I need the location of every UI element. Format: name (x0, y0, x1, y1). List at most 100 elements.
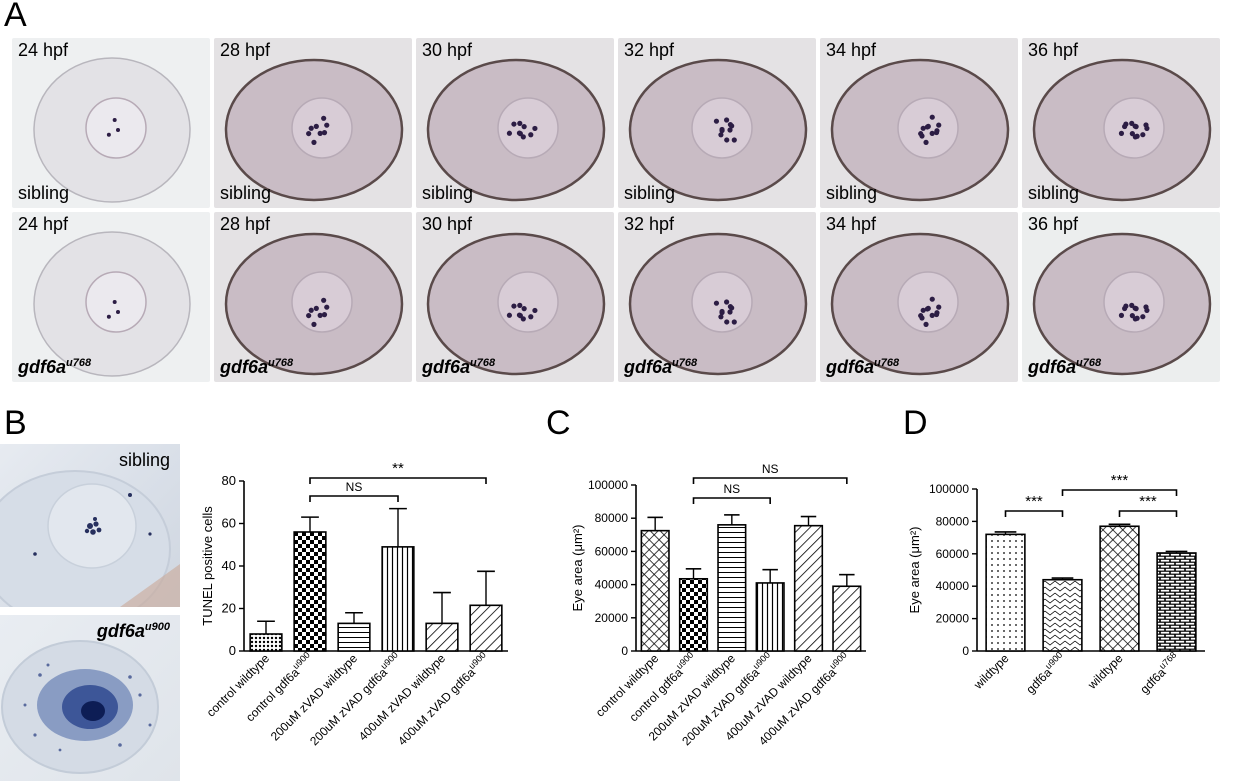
category-label: gdf6au900 (1022, 650, 1069, 697)
panel-d-letter: D (903, 404, 928, 442)
bar (793, 524, 824, 652)
category-label-superscript: u900 (291, 650, 312, 671)
stage-label: 32 hpf (624, 40, 675, 60)
stage-label: 28 hpf (220, 214, 271, 234)
y-tick-label: 40000 (595, 578, 629, 592)
embryo-eye-image: 30 hpf sibling (416, 38, 614, 208)
mutant-eye-illustration (1, 640, 159, 774)
photo-label-mutant: gdf6au900 (96, 621, 170, 641)
genotype-label: gdf6au768 (422, 357, 496, 377)
category-label: 200uM zVAD wildtype (268, 651, 361, 744)
category-label: wildtype (1084, 651, 1125, 692)
genotype-label: sibling (18, 183, 70, 203)
panel-c-letter: C (546, 404, 571, 442)
bar (249, 633, 283, 652)
category-label-superscript: u900 (674, 650, 695, 671)
eye-illustration (830, 232, 1010, 376)
bar (1156, 552, 1197, 652)
category-label-superscript: u900 (379, 650, 400, 671)
genotype-label: sibling (624, 183, 676, 203)
eye-illustration (628, 58, 808, 202)
eye-illustration (224, 232, 404, 376)
significance-bracket (309, 495, 399, 502)
embryo-eye-image: 28 hpf gdf6au768 (214, 212, 412, 382)
genotype-label: gdf6au768 (826, 357, 900, 377)
significance-label: *** (1111, 472, 1129, 489)
embryo-eye-image: 28 hpf sibling (214, 38, 412, 208)
significance-label: *** (1025, 493, 1043, 510)
bar (717, 524, 747, 652)
stage-label: 24 hpf (18, 40, 69, 60)
significance-label: NS (723, 482, 740, 496)
embryo-eye-image: 24 hpf gdf6au768 (12, 212, 210, 382)
y-tick-label: 100000 (588, 478, 628, 492)
embryo-eye-image: 32 hpf sibling (618, 38, 816, 208)
significance-label: ** (392, 460, 404, 477)
category-label-superscript: u900 (751, 650, 772, 671)
genotype-label: sibling (1028, 183, 1080, 203)
stage-label: 36 hpf (1028, 214, 1079, 234)
genotype-label: gdf6au768 (220, 357, 294, 377)
bar (381, 546, 415, 652)
eye-illustration (224, 58, 404, 202)
significance-label: NS (762, 462, 779, 476)
significance-bracket (1004, 510, 1064, 517)
significance-label: *** (1139, 493, 1157, 510)
eye-illustration (33, 57, 191, 203)
genotype-label: sibling (422, 183, 474, 203)
bar (1042, 578, 1083, 652)
y-tick-label: 60000 (936, 547, 970, 561)
eye-illustration (426, 58, 606, 202)
bar (425, 622, 459, 652)
eye-illustration (426, 232, 606, 376)
eye-illustration (830, 58, 1010, 202)
bar (337, 622, 371, 652)
stage-label: 36 hpf (1028, 40, 1079, 60)
y-axis-label: Eye area (μm²) (570, 525, 585, 612)
tunel-photo-sibling: sibling (0, 444, 180, 607)
embryo-eye-image: 32 hpf gdf6au768 (618, 212, 816, 382)
embryo-eye-image: 34 hpf sibling (820, 38, 1018, 208)
chart-d-eye-area: 0 20000 40000 60000 80000 100000 Eye area (μm²… (907, 472, 1205, 697)
stage-label: 28 hpf (220, 40, 271, 60)
y-axis-label: Eye area (μm²) (907, 527, 922, 614)
significance-bracket (692, 477, 848, 484)
genotype-label: gdf6au768 (1028, 357, 1102, 377)
category-label: gdf6au768 (1136, 650, 1183, 697)
embryo-eye-image: 24 hpf sibling (12, 38, 210, 208)
genotype-label: gdf6au768 (18, 357, 92, 377)
sibling-eye-illustration (0, 470, 180, 607)
y-tick-label: 0 (229, 643, 236, 658)
category-label-superscript: u900 (1043, 650, 1064, 671)
bar (469, 604, 503, 652)
y-tick-label: 0 (962, 644, 969, 658)
significance-bracket (1118, 510, 1178, 517)
tunel-photo-mutant: gdf6au900 (0, 615, 180, 781)
category-label: wildtype (970, 651, 1011, 692)
y-tick-label: 60000 (595, 544, 629, 558)
y-tick-label: 0 (621, 644, 628, 658)
bar (755, 582, 785, 652)
y-tick-label: 20000 (595, 611, 629, 625)
significance-bracket (1061, 489, 1178, 496)
y-tick-label: 80000 (595, 511, 629, 525)
category-label-superscript: u900 (467, 650, 488, 671)
embryo-eye-image: 36 hpf sibling (1022, 38, 1220, 208)
eye-illustration (1032, 232, 1212, 376)
stage-label: 30 hpf (422, 40, 473, 60)
photo-label-sibling: sibling (118, 450, 170, 470)
panel-a-letter: A (4, 0, 27, 34)
genotype-label: gdf6au768 (624, 357, 698, 377)
embryo-eye-image: 36 hpf gdf6au768 (1022, 212, 1220, 382)
bar (678, 577, 709, 652)
stage-label: 34 hpf (826, 40, 877, 60)
bar (640, 529, 670, 652)
eye-illustration (628, 232, 808, 376)
y-tick-label: 40000 (936, 579, 970, 593)
stage-label: 24 hpf (18, 214, 69, 234)
y-tick-label: 60 (222, 516, 236, 531)
chart-c-eye-area: 0 20000 40000 60000 80000 100000 Eye area (μm²… (570, 462, 866, 748)
category-label-superscript: u900 (827, 650, 848, 671)
significance-bracket (309, 477, 487, 484)
significance-bracket (692, 497, 771, 504)
